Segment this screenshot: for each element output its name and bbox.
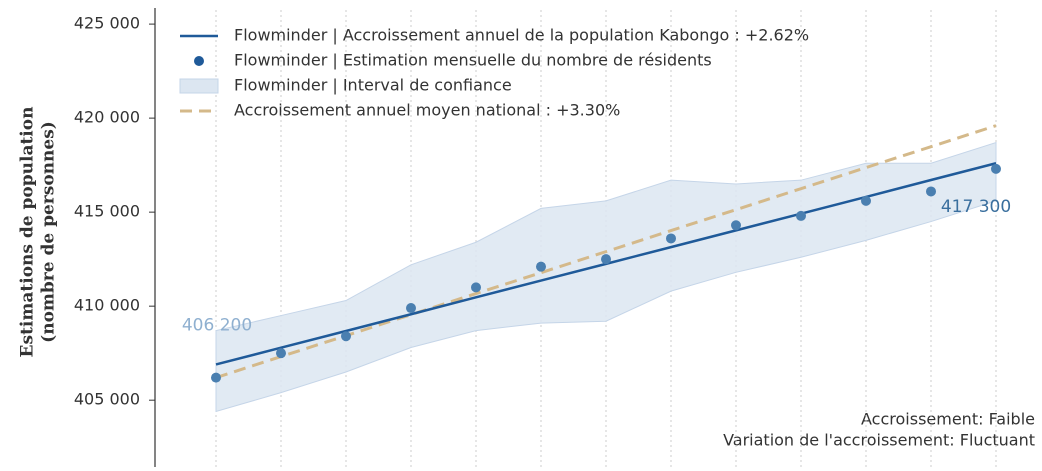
legend-swatch bbox=[179, 78, 219, 94]
data-point bbox=[536, 261, 546, 272]
y-tick-label: 415 000 bbox=[74, 202, 140, 221]
y-axis-title: Estimations de population (nombre de per… bbox=[18, 107, 59, 358]
data-point bbox=[601, 254, 611, 265]
plot-front: 406 200 417 300 bbox=[182, 124, 1011, 383]
legend-swatch bbox=[194, 56, 204, 66]
confidence-band bbox=[215, 141, 997, 413]
plot-back bbox=[215, 10, 997, 467]
y-tick-label: 410 000 bbox=[74, 296, 140, 315]
data-point bbox=[471, 282, 481, 293]
data-point bbox=[796, 210, 806, 221]
value-label: 406 200 bbox=[182, 316, 252, 336]
legend-label: Flowminder | Interval de confiance bbox=[234, 76, 512, 95]
annotation: Variation de l'accroissement: Fluctuant bbox=[723, 431, 1035, 450]
data-point bbox=[861, 195, 871, 206]
y-label-line: (nombre de personnes) bbox=[39, 121, 59, 343]
legend-label: Flowminder | Accroissement annuel de la … bbox=[234, 26, 809, 45]
value-label: 417 300 bbox=[941, 197, 1011, 217]
legend-label: Accroissement annuel moyen national : +3… bbox=[234, 101, 620, 120]
annotation: Accroissement: Faible bbox=[861, 410, 1035, 429]
data-point bbox=[731, 220, 741, 231]
y-tick-label: 420 000 bbox=[74, 108, 140, 127]
legend-label: Flowminder | Estimation mensuelle du nom… bbox=[234, 51, 712, 70]
data-point bbox=[666, 233, 676, 244]
data-point bbox=[406, 303, 416, 314]
data-point bbox=[991, 163, 1001, 174]
data-point bbox=[276, 348, 286, 359]
data-point bbox=[341, 331, 351, 342]
y-tick-label: 425 000 bbox=[74, 14, 140, 33]
data-point bbox=[926, 186, 936, 197]
data-point bbox=[211, 372, 221, 383]
y-label-line: Estimations de population bbox=[18, 107, 38, 358]
y-tick-label: 405 000 bbox=[74, 390, 140, 409]
